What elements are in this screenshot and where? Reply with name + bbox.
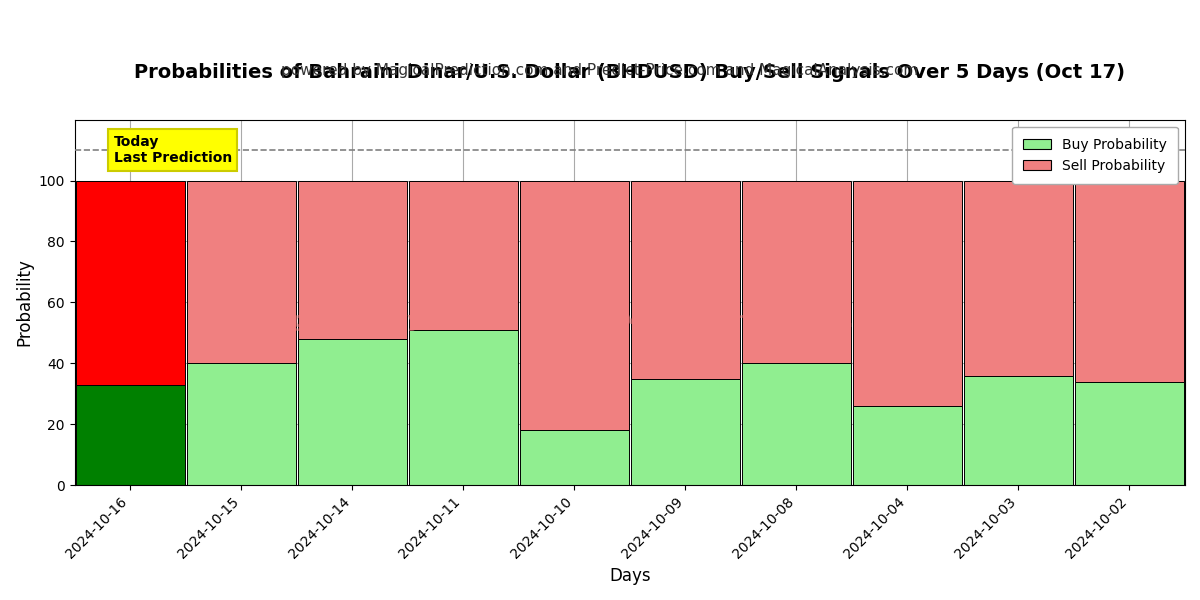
Text: powered by MagicalPrediction.com and Predict-Price.com and MagicalAnalysis.com: powered by MagicalPrediction.com and Pre…: [281, 63, 919, 78]
Legend: Buy Probability, Sell Probability: Buy Probability, Sell Probability: [1012, 127, 1178, 184]
Bar: [298, 339, 407, 485]
Text: MagicalAnalysis.com: MagicalAnalysis.com: [254, 311, 516, 331]
Bar: [853, 406, 962, 485]
Bar: [1075, 181, 1184, 382]
Bar: [964, 376, 1073, 485]
X-axis label: Days: Days: [610, 567, 650, 585]
Bar: [964, 181, 1073, 376]
Bar: [742, 181, 851, 364]
Text: MagicalPrediction.com: MagicalPrediction.com: [620, 311, 906, 331]
Bar: [187, 364, 295, 485]
Bar: [520, 181, 629, 430]
Y-axis label: Probability: Probability: [16, 259, 34, 346]
Bar: [742, 364, 851, 485]
Bar: [409, 330, 517, 485]
Bar: [76, 385, 185, 485]
Bar: [187, 181, 295, 364]
Bar: [1075, 382, 1184, 485]
Bar: [520, 430, 629, 485]
Bar: [298, 181, 407, 339]
Text: Today
Last Prediction: Today Last Prediction: [114, 135, 232, 165]
Bar: [853, 181, 962, 406]
Title: Probabilities of Bahraini Dinar/U.S. Dollar (BHDUSD) Buy/Sell Signals Over 5 Day: Probabilities of Bahraini Dinar/U.S. Dol…: [134, 63, 1126, 82]
Bar: [409, 181, 517, 330]
Bar: [631, 379, 739, 485]
Bar: [76, 181, 185, 385]
Bar: [631, 181, 739, 379]
